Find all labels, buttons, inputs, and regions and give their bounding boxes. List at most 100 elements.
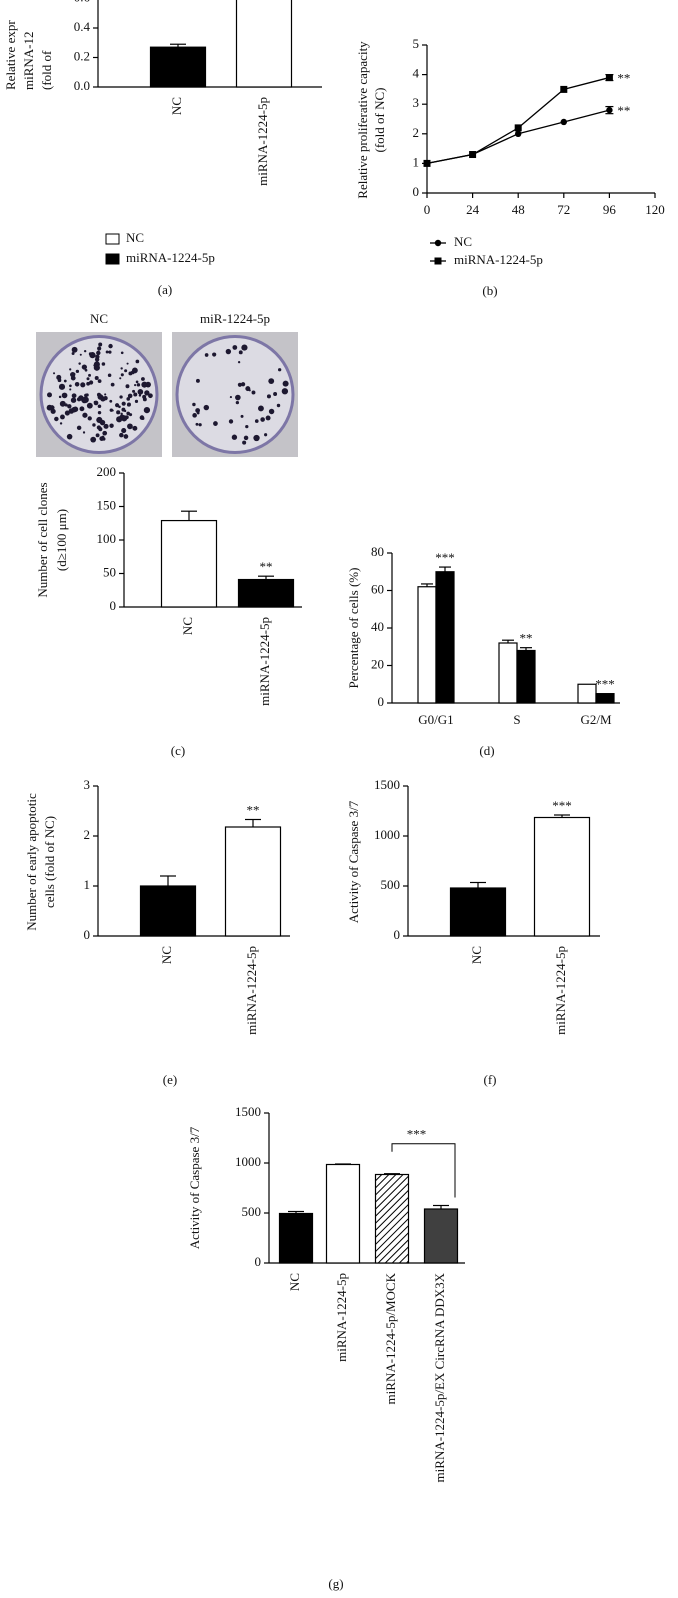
y-tick-label: 100	[97, 531, 117, 546]
marker	[560, 118, 567, 126]
colony	[135, 380, 139, 384]
colony	[82, 412, 88, 418]
colony	[74, 382, 80, 387]
colony	[136, 383, 141, 387]
colony	[195, 378, 200, 383]
colony	[82, 431, 86, 434]
colony	[71, 393, 77, 399]
colony	[203, 404, 210, 411]
colony	[264, 433, 268, 437]
colony	[116, 410, 121, 415]
bar	[278, 1212, 314, 1264]
marker	[434, 257, 442, 265]
colony	[79, 353, 82, 356]
colony	[82, 396, 89, 403]
colony	[120, 351, 124, 355]
colony	[124, 415, 129, 420]
colony	[67, 404, 72, 409]
y-tick-label: 500	[381, 877, 401, 892]
colony	[100, 396, 106, 402]
colony	[56, 374, 62, 380]
legend-swatch	[105, 253, 120, 265]
colony	[110, 382, 115, 387]
colony	[93, 400, 96, 404]
colony	[120, 412, 123, 416]
colony	[96, 425, 101, 430]
colony	[127, 423, 133, 430]
legend-label: miRNA-1224-5p	[126, 250, 215, 265]
colony	[212, 352, 217, 357]
y-axis-label: (fold of NC)	[372, 88, 387, 153]
colony	[86, 402, 93, 409]
colony	[58, 395, 62, 399]
colony	[126, 397, 131, 401]
x-tick-label: NC	[469, 946, 484, 964]
colony	[104, 393, 107, 396]
colony	[245, 386, 251, 392]
colony	[87, 416, 92, 421]
bar	[417, 586, 437, 704]
bar	[224, 826, 282, 937]
x-tick-label: 72	[557, 202, 570, 217]
colony	[196, 411, 200, 415]
colony	[108, 350, 112, 354]
colony	[253, 434, 260, 442]
colony	[96, 416, 103, 424]
colony	[121, 401, 126, 406]
colony	[96, 350, 101, 356]
bar	[374, 1173, 410, 1264]
y-axis-label: Percentage of cells (%)	[346, 568, 361, 689]
colony	[69, 368, 72, 371]
colony	[235, 394, 241, 401]
bar	[435, 571, 455, 704]
y-tick-label: 150	[97, 497, 117, 512]
colony	[88, 373, 91, 377]
colony	[97, 346, 102, 351]
colony	[231, 434, 238, 440]
colony	[148, 393, 153, 399]
colony	[138, 394, 142, 397]
colony	[53, 372, 56, 375]
colony	[192, 413, 197, 418]
colony	[257, 405, 264, 412]
panel-caption: (d)	[479, 743, 494, 758]
colony	[213, 421, 218, 426]
colony	[228, 419, 234, 424]
legend-swatch	[105, 233, 120, 245]
colony	[141, 381, 148, 388]
colony	[81, 364, 87, 370]
significance-label: **	[520, 631, 533, 646]
colony	[237, 382, 242, 387]
colony	[126, 402, 131, 407]
colony	[195, 422, 199, 426]
panel-caption: (c)	[171, 743, 185, 758]
colony	[144, 390, 150, 396]
y-tick-label: 0	[413, 184, 420, 199]
y-tick-label: 4	[413, 66, 420, 81]
colony	[141, 377, 145, 381]
colony	[62, 392, 67, 398]
legend-label: NC	[126, 230, 144, 245]
marker	[423, 159, 431, 167]
colony	[142, 397, 147, 402]
x-tick-label: NC	[169, 97, 184, 115]
panel-caption: (f)	[484, 1072, 497, 1087]
colony	[89, 352, 96, 359]
colony	[109, 408, 114, 412]
colony	[105, 350, 109, 354]
colony	[79, 406, 85, 412]
colony	[64, 410, 70, 416]
y-tick-label: 0	[84, 927, 91, 942]
image-label: NC	[90, 311, 108, 326]
x-tick-label: miRNA-1224-5p	[244, 946, 259, 1035]
y-tick-label: 40	[371, 619, 384, 634]
colony	[84, 393, 88, 398]
y-tick-label: 1	[413, 154, 420, 169]
x-tick-label: NC	[287, 1273, 302, 1291]
significance-label: **	[617, 103, 630, 118]
panel-caption: (e)	[163, 1072, 177, 1087]
colony	[109, 423, 114, 428]
x-tick-label: NC	[159, 946, 174, 964]
y-tick-label: 80	[371, 544, 384, 559]
